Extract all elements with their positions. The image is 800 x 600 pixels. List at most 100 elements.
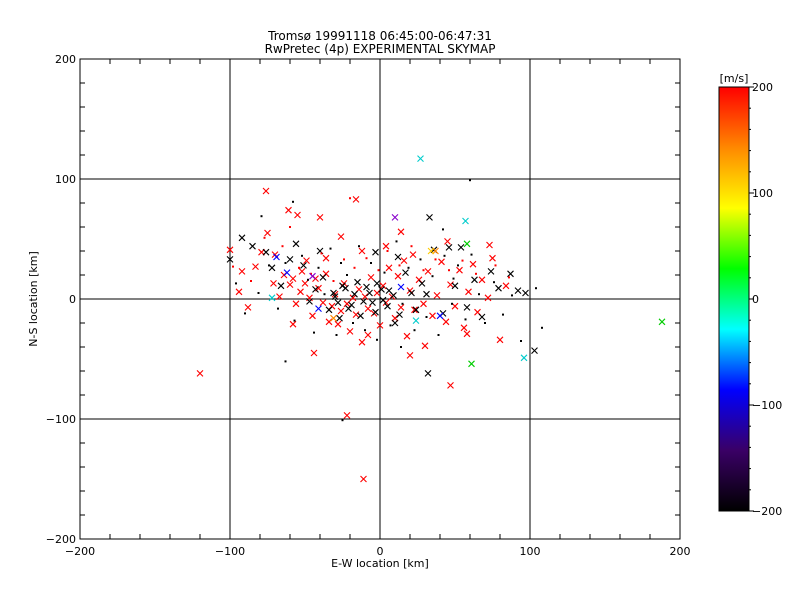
data-point <box>301 280 309 287</box>
data-point <box>397 283 405 291</box>
data-point <box>462 217 469 225</box>
x-tick-label: 0 <box>377 545 384 558</box>
data-point <box>417 155 424 162</box>
data-point <box>382 242 390 250</box>
data-point <box>434 258 437 261</box>
data-point <box>395 240 398 243</box>
data-point <box>364 329 366 332</box>
data-point <box>433 292 441 299</box>
data-point <box>373 280 381 287</box>
data-point <box>420 300 427 308</box>
data-point <box>276 293 283 300</box>
data-point <box>484 294 492 302</box>
data-point <box>292 300 300 308</box>
data-point <box>262 187 270 195</box>
data-point <box>257 292 260 294</box>
data-point <box>520 340 522 342</box>
data-point <box>494 264 497 267</box>
data-point <box>531 347 538 354</box>
data-point <box>487 268 495 275</box>
data-point <box>379 296 387 304</box>
data-point <box>319 274 327 281</box>
data-point <box>343 258 345 261</box>
data-point <box>316 214 324 221</box>
data-point <box>468 360 475 368</box>
data-point <box>365 257 368 260</box>
colorbar-tick-label: 200 <box>752 81 773 94</box>
data-point <box>322 254 330 262</box>
data-point <box>495 284 502 292</box>
data-point <box>400 346 402 348</box>
colorbar-tick-label: −100 <box>752 399 782 412</box>
data-point <box>376 338 378 341</box>
data-point <box>402 269 409 276</box>
data-point <box>398 264 401 267</box>
colorbar-label: [m/s] <box>720 72 749 85</box>
data-point <box>383 271 386 274</box>
chart-title: Tromsø 19991118 06:45:00-06:47:31 <box>268 29 492 43</box>
plot-area <box>80 59 680 539</box>
data-point <box>335 334 338 336</box>
data-point <box>268 294 276 302</box>
data-point <box>484 322 486 324</box>
data-point <box>332 280 335 282</box>
data-point <box>263 236 266 239</box>
data-point <box>394 272 402 280</box>
data-point <box>422 269 425 272</box>
data-point <box>352 196 360 203</box>
data-point <box>196 370 204 377</box>
data-point <box>502 282 510 290</box>
data-point <box>394 253 402 261</box>
data-point <box>465 288 472 296</box>
data-point <box>309 312 316 320</box>
data-point <box>337 307 345 315</box>
data-point <box>249 242 256 250</box>
data-point <box>493 281 495 284</box>
data-point <box>289 226 291 228</box>
data-point <box>464 318 467 321</box>
data-point <box>330 289 337 297</box>
data-point <box>312 286 319 293</box>
data-point <box>489 254 496 262</box>
data-point <box>349 197 351 200</box>
data-point <box>289 275 297 282</box>
data-point <box>658 318 666 326</box>
colorbar-tick-label: 0 <box>752 293 759 306</box>
data-point <box>378 286 385 293</box>
data-point <box>300 262 307 269</box>
data-point <box>511 294 513 297</box>
data-point <box>478 293 480 296</box>
data-point <box>438 258 445 266</box>
data-point <box>401 302 404 305</box>
data-point <box>460 324 468 332</box>
data-point <box>334 299 342 306</box>
data-point <box>293 319 296 322</box>
data-point <box>363 283 370 291</box>
y-tick-label: 100 <box>55 173 76 186</box>
data-point <box>407 266 410 269</box>
data-point <box>397 228 405 236</box>
data-point <box>448 269 450 272</box>
data-point <box>412 317 420 324</box>
data-point <box>292 240 300 248</box>
data-point <box>357 312 364 320</box>
data-point <box>370 262 372 264</box>
data-point <box>358 245 360 248</box>
data-point <box>373 289 381 297</box>
data-point <box>522 289 529 297</box>
data-point <box>320 252 323 255</box>
data-point <box>391 314 399 322</box>
data-point <box>294 211 301 219</box>
data-point <box>426 214 433 221</box>
data-point <box>421 342 429 350</box>
data-point <box>244 312 246 315</box>
data-point <box>478 313 486 321</box>
data-point <box>391 214 399 221</box>
data-point <box>406 352 414 359</box>
data-point <box>334 320 342 328</box>
data-point <box>252 263 259 270</box>
data-point <box>325 318 333 326</box>
data-point <box>235 288 243 296</box>
data-point <box>226 256 234 263</box>
data-point <box>232 265 234 268</box>
